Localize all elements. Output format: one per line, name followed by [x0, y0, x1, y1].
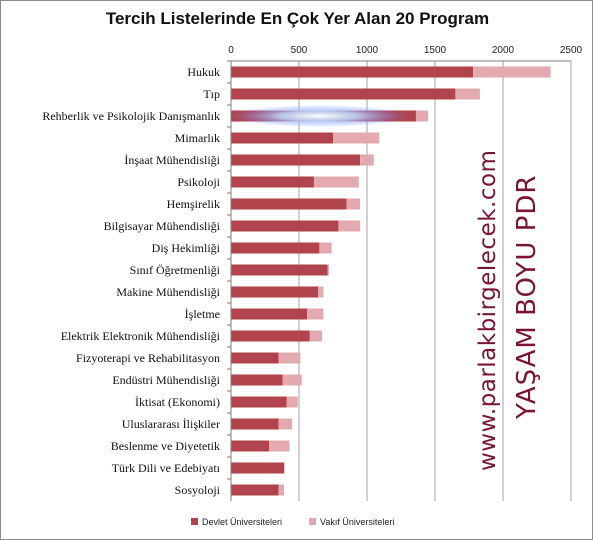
bar-devlet	[231, 198, 347, 210]
category-label: Makine Mühendisliği	[116, 285, 220, 299]
category-label: Sosyoloji	[175, 483, 221, 497]
category-label: Uluslararası İlişkiler	[122, 417, 220, 431]
bar-devlet	[231, 418, 279, 430]
x-tick-label: 1500	[424, 45, 447, 56]
bar-vakif	[284, 462, 285, 474]
x-tick-label: 2000	[492, 45, 515, 56]
bar-vakif	[313, 176, 359, 188]
category-label: İktisat (Ekonomi)	[135, 395, 220, 409]
bar-devlet	[231, 132, 333, 144]
bar-vakif	[473, 66, 551, 78]
legend-swatch-devlet	[191, 518, 198, 525]
category-label: Endüstri Mühendisliği	[112, 373, 220, 387]
bar-devlet	[231, 396, 287, 408]
bar-devlet	[231, 176, 314, 188]
bar-vakif	[333, 132, 380, 144]
category-label: İnşaat Mühendisliği	[124, 153, 220, 167]
bar-devlet	[231, 484, 279, 496]
category-label: Elektrik Elektronik Mühendisliği	[61, 329, 221, 343]
chart-title: Tercih Listelerinde En Çok Yer Alan 20 P…	[105, 9, 490, 28]
x-tick-label: 0	[228, 45, 234, 56]
bar-devlet	[231, 220, 339, 232]
highlight-glow	[229, 105, 409, 127]
category-label: Fizyoterapi ve Rehabilitasyon	[76, 351, 220, 365]
bar-devlet	[231, 264, 328, 276]
bar-devlet	[231, 374, 283, 386]
bar-devlet	[231, 242, 320, 254]
bar-vakif	[319, 242, 332, 254]
category-label: Hukuk	[187, 65, 220, 79]
legend-label-devlet: Devlet Üniversiteleri	[202, 517, 282, 527]
legend-label-vakif: Vakıf Üniversiteleri	[320, 517, 394, 527]
legend-swatch-vakif	[309, 518, 316, 525]
watermark-slogan: YAŞAM BOYU PDR	[512, 175, 542, 420]
category-label: Bilgisayar Mühendisliği	[104, 219, 221, 233]
category-label: Sınıf Öğretmenliği	[130, 263, 221, 277]
bar-devlet	[231, 352, 279, 364]
bar-devlet	[231, 462, 285, 474]
x-tick-label: 2500	[560, 45, 583, 56]
bar-vakif	[309, 330, 323, 342]
x-tick-label: 500	[291, 45, 308, 56]
category-label: Beslenme ve Diyetetik	[111, 439, 220, 453]
bar-vakif	[360, 154, 374, 166]
bar-vakif	[455, 88, 480, 100]
category-label: Hemşirelik	[167, 197, 220, 211]
bar-vakif	[269, 440, 290, 452]
bar-vakif	[307, 308, 324, 320]
bar-vakif	[415, 110, 429, 122]
category-label: Tıp	[203, 87, 220, 101]
bar-vakif	[338, 220, 361, 232]
category-label: Diş Hekimliği	[152, 241, 221, 255]
bar-devlet	[231, 330, 310, 342]
category-label: Türk Dili ve Edebiyatı	[112, 461, 221, 475]
bar-devlet	[231, 286, 319, 298]
bar-devlet	[231, 154, 361, 166]
bar-devlet	[231, 88, 456, 100]
bar-vakif	[346, 198, 361, 210]
bar-vakif	[318, 286, 324, 298]
bar-vakif	[278, 418, 293, 430]
bar-devlet	[231, 66, 474, 78]
bar-devlet	[231, 308, 308, 320]
bar-vakif	[278, 352, 301, 364]
watermark-site: www.parlakbirgelecek.com	[475, 150, 501, 471]
bar-vakif	[282, 374, 302, 386]
bar-devlet	[231, 440, 270, 452]
bar-vakif	[278, 484, 285, 496]
bar-vakif	[327, 264, 329, 276]
category-label: Mimarlık	[175, 131, 220, 145]
category-label: Psikoloji	[177, 175, 220, 189]
category-label: İşletme	[185, 307, 220, 321]
category-label: Rehberlik ve Psikolojik Danışmanlık	[42, 109, 220, 123]
x-tick-label: 1000	[356, 45, 379, 56]
bar-vakif	[286, 396, 298, 408]
